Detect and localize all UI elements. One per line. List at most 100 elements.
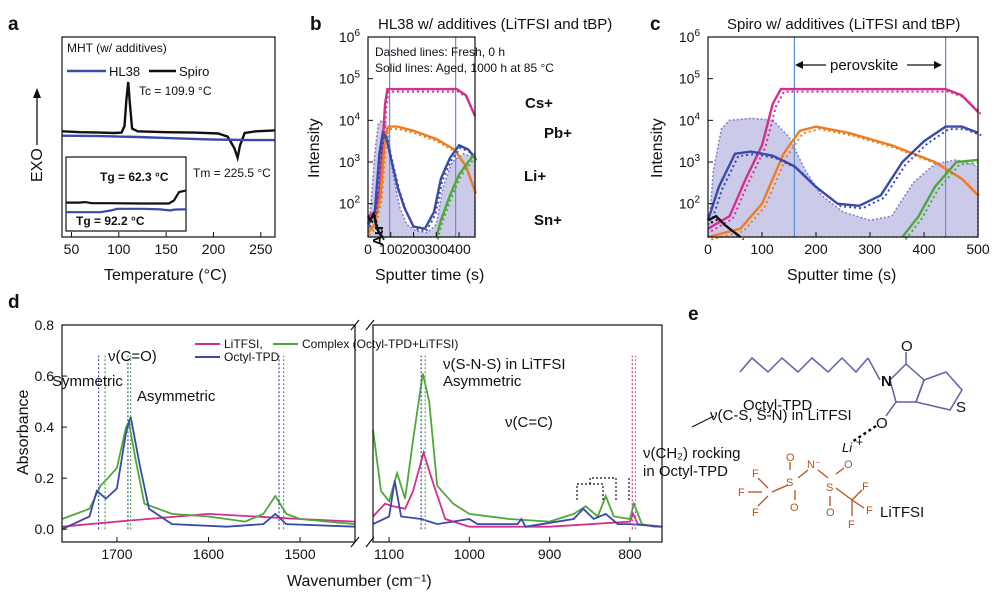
atom-o-top: O [901,338,913,355]
panel-c-series-sn [901,158,979,238]
atom-o-bottom: O [876,415,888,432]
panel-a-xlabel: Temperature (°C) [104,267,227,284]
litfsi-structure [748,462,865,516]
ch2-bracket-mid [589,477,617,500]
panel-d-series-complexoctyltpdlitfsi [61,419,356,525]
panel-b-series-pb [367,125,477,234]
panel-d-frame-segment [372,324,663,543]
atom-o1: O [786,452,795,464]
label-litfsi: LiTFSI [880,504,924,521]
panel-label-b: b [310,14,322,35]
atom-f4: F [862,481,869,493]
axis-break-icon [350,536,360,548]
legend-label-hl38: HL38 [109,64,140,79]
litfsi-atoms: F F F S O O N⁻ S O O F F F [738,452,873,531]
panel-d-xtick-label: 1700 [101,546,132,562]
bond-cs2 [835,487,853,501]
bond-cf4 [851,489,863,501]
panel-b-ytick-exponent: 3 [354,153,360,164]
legend-label-litfsi: LiTFSI, [224,337,263,351]
axis-break-icon [365,319,375,331]
panel-d-plot [61,355,663,531]
perovskite-bracket: perovskite [795,57,942,74]
vcs-pointer [691,415,715,428]
atom-f2: F [738,487,745,499]
panel-b-legend-line2: Solid lines: Aged, 1000 h at 85 °C [375,61,554,75]
atom-f3: F [752,507,759,519]
annotation-vch2-2: in Octyl-TPD [643,463,728,480]
panel-b-xtick-label: 0 [364,241,372,257]
label-octyl-tpd: Octyl-TPD [743,397,812,414]
panel-a-inset-series-hl38 [66,207,186,214]
panel-d-series-litfsi [372,449,663,528]
panel-c-xlabel: Sputter time (s) [787,267,896,284]
thiophene-ring [915,371,963,411]
panel-b-axes: 0 100 200 300 400 102 103 104 105 106 [339,28,471,257]
bond-ns2 [817,469,829,479]
panel-label-c: c [650,14,661,35]
bond-cs1 [771,484,789,493]
panel-d-xtick-label: 800 [618,546,642,562]
panel-a-xtick-label: 250 [249,241,273,257]
label-sn: Sn+ [534,212,562,229]
panel-d-xlabel: Wavenumber (cm⁻¹) [287,573,432,590]
panel-d-ylabel: Absorbance [15,390,32,475]
axis-break-icon [365,536,375,548]
panel-label-a: a [8,14,19,35]
imide-ring [889,362,925,403]
panel-b-ytick-exponent: 2 [354,195,360,206]
bond-sn1 [797,469,809,479]
panel-b-ytick-exponent: 6 [354,28,360,39]
panel-c-series-cs [707,87,979,230]
atom-f5: F [866,505,873,517]
atom-li: Li [842,440,853,455]
panel-b-xlabel: Sputter time (s) [375,267,484,284]
panel-d-xtick-label: 1100 [374,546,404,562]
bond-so4 [835,467,845,475]
panel-d-xtick-label: 1000 [454,546,485,562]
panel-d-axes: 1700 1600 1500 1100 1000 900 800 0.0 0.2 0.4 0.6 0.… [35,317,663,562]
panel-c-series-fresh-au [710,217,745,241]
panel-a-ylabel: EXO [29,148,46,182]
panel-d-ytick-label: 0.0 [35,521,55,537]
annotation-tg-spiro: Tg = 62.3 °C [100,170,169,184]
panel-b-plot [366,37,478,241]
panel-b-xtick-label: 300 [425,241,449,257]
label-pb: Pb+ [544,125,572,142]
panel-c-ytick-exponent: 3 [694,153,700,164]
panel-d-series-complexoctyltpdlitfsi [372,373,662,528]
panel-b-legend-line1: Dashed lines: Fresh, 0 h [375,45,505,59]
panel-a: a MHT (w/ additives) HL38 Spiro Tc = 109… [8,14,276,284]
bracket-right-arrow-icon [934,61,942,69]
panel-b-title: HL38 w/ additives (LiTFSI and tBP) [378,16,612,33]
panel-a-plot [61,81,276,163]
panel-a-inset [66,189,187,214]
annotation-tc: Tc = 109.9 °C [139,84,212,98]
annotation-asymmetric-2: Asymmetric [443,373,522,390]
atom-li-charge: + [856,435,863,449]
panel-a-xtick-label: 50 [64,241,80,257]
panel-label-d: d [8,292,20,313]
panel-c-xtick-label: 200 [804,241,828,257]
bracket-left-arrow-icon [795,61,803,69]
panel-b-series-fresh-au [368,213,385,241]
panel-c-series-fresh-sn [904,161,982,241]
legend-label-complex: Complex (Octyl-TPD+LiTFSI) [302,337,458,351]
panel-a-inset-frame [65,156,187,232]
ch2-bracket-left [576,483,604,500]
panel-label-e: e [688,304,699,325]
atom-s2: S [826,482,833,494]
annotation-symmetric: Symmetric [52,373,123,390]
annotation-vsns: ν(S-N-S) in LiTFSI [443,356,566,373]
annotation-vcc: ν(C=C) [505,414,553,431]
panel-d-ytick-label: 0.4 [35,419,55,435]
panel-c-ytick-label: 106 [679,28,701,45]
panel-c-ytick-label: 104 [679,111,701,128]
panel-c-ytick-exponent: 6 [694,28,700,39]
panel-c-ytick-label: 102 [679,195,701,212]
bond-cf1 [757,477,769,489]
panel-b-ytick-exponent: 5 [354,70,360,81]
panel-c-ylabel: Intensity [649,118,666,178]
panel-b-ytick-label: 103 [339,153,361,170]
